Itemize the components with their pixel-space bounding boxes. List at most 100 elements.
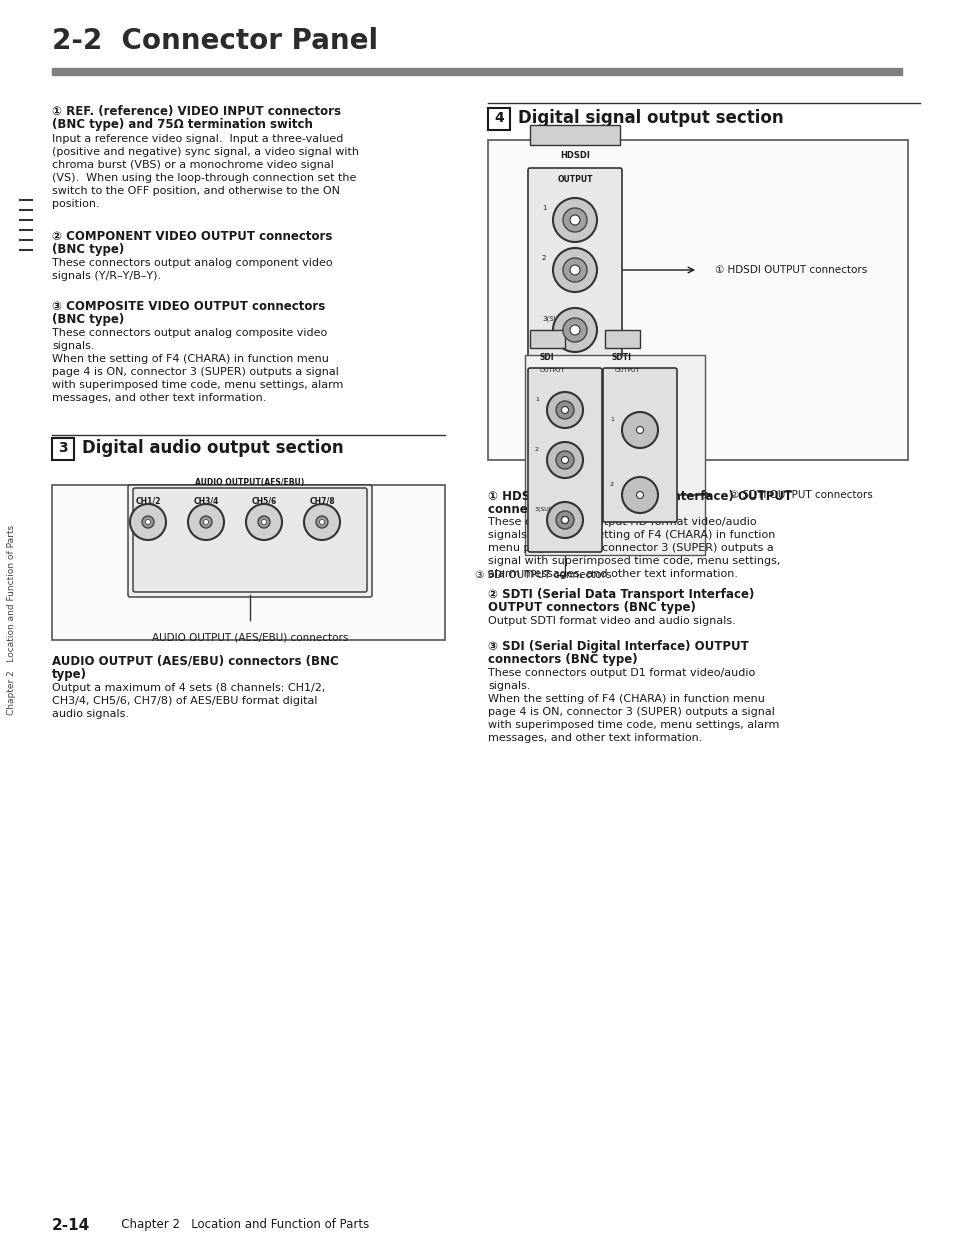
Bar [530, 330, 564, 348]
Text: CH3/4: CH3/4 [193, 496, 218, 505]
FancyBboxPatch shape [527, 368, 601, 552]
Circle shape [569, 265, 579, 275]
Text: When the setting of F4 (CHARA) in function menu: When the setting of F4 (CHARA) in functi… [488, 694, 764, 704]
Text: OUTPUT: OUTPUT [614, 368, 639, 373]
Text: alarm messages, and other text information.: alarm messages, and other text informati… [488, 569, 738, 578]
Text: (BNC type) and 75Ω termination switch: (BNC type) and 75Ω termination switch [52, 118, 313, 131]
Text: ③ COMPOSITE VIDEO OUTPUT connectors: ③ COMPOSITE VIDEO OUTPUT connectors [52, 300, 325, 313]
Circle shape [553, 248, 597, 292]
Text: ③ SDI OUTPUT connectors: ③ SDI OUTPUT connectors [475, 570, 611, 580]
Text: 1: 1 [541, 205, 546, 211]
Bar [524, 355, 704, 555]
Text: HDSDI: HDSDI [559, 151, 589, 159]
Text: Chapter 2   Location and Function of Parts: Chapter 2 Location and Function of Parts [110, 1218, 369, 1232]
Text: page 4 is ON, connector 3 (SUPER) outputs a signal: page 4 is ON, connector 3 (SUPER) output… [488, 707, 774, 717]
Text: 3(SUPER): 3(SUPER) [535, 508, 563, 513]
Circle shape [261, 520, 266, 525]
Text: Chapter 2   Location and Function of Parts: Chapter 2 Location and Function of Parts [8, 525, 16, 715]
Text: 1: 1 [609, 417, 613, 422]
Circle shape [304, 504, 339, 540]
Text: 1: 1 [535, 397, 538, 402]
Text: switch to the OFF position, and otherwise to the ON: switch to the OFF position, and otherwis… [52, 187, 339, 197]
Circle shape [246, 504, 282, 540]
Text: with superimposed time code, menu settings, alarm: with superimposed time code, menu settin… [52, 379, 343, 391]
Bar [488, 108, 510, 131]
Text: (positive and negative) sync signal, a video signal with: (positive and negative) sync signal, a v… [52, 147, 358, 157]
Text: 2: 2 [535, 447, 538, 452]
Text: 3: 3 [58, 442, 68, 455]
Circle shape [130, 504, 166, 540]
Text: messages, and other text information.: messages, and other text information. [488, 733, 701, 743]
Circle shape [546, 503, 582, 537]
Text: signals.: signals. [488, 680, 530, 690]
Circle shape [257, 516, 270, 527]
Circle shape [546, 392, 582, 428]
Text: ② SDTI OUTPUT connectors: ② SDTI OUTPUT connectors [729, 490, 872, 500]
Text: signal with superimposed time code, menu settings,: signal with superimposed time code, menu… [488, 556, 780, 566]
Circle shape [142, 516, 153, 527]
Circle shape [315, 516, 328, 527]
Text: AUDIO OUTPUT(AES/EBU): AUDIO OUTPUT(AES/EBU) [195, 478, 304, 486]
Text: These connectors output D1 format video/audio: These connectors output D1 format video/… [488, 668, 755, 678]
FancyBboxPatch shape [128, 485, 372, 597]
Text: signals (Y/R–Y/B–Y).: signals (Y/R–Y/B–Y). [52, 271, 161, 281]
Text: CH1/2: CH1/2 [135, 496, 160, 505]
Text: Output SDTI format video and audio signals.: Output SDTI format video and audio signa… [488, 616, 735, 626]
Text: ① REF. (reference) VIDEO INPUT connectors: ① REF. (reference) VIDEO INPUT connector… [52, 104, 340, 118]
Text: AUDIO OUTPUT (AES/EBU) connectors: AUDIO OUTPUT (AES/EBU) connectors [152, 632, 348, 642]
FancyBboxPatch shape [527, 168, 621, 372]
Text: signals.: signals. [52, 341, 94, 351]
Bar [52, 68, 901, 75]
Text: ① HDSDI (HD Serial Digital Interface) OUTPUT: ① HDSDI (HD Serial Digital Interface) OU… [488, 490, 791, 503]
Text: menu page 4 is ON, connector 3 (SUPER) outputs a: menu page 4 is ON, connector 3 (SUPER) o… [488, 542, 773, 554]
Circle shape [319, 520, 324, 525]
Bar [52, 438, 74, 460]
Circle shape [553, 309, 597, 352]
Text: chroma burst (VBS) or a monochrome video signal: chroma burst (VBS) or a monochrome video… [52, 160, 334, 170]
Text: type): type) [52, 668, 87, 680]
Text: Digital audio output section: Digital audio output section [82, 439, 343, 457]
Text: ② SDTI (Serial Data Transport Interface): ② SDTI (Serial Data Transport Interface) [488, 588, 754, 601]
Circle shape [561, 407, 568, 413]
Text: with superimposed time code, menu settings, alarm: with superimposed time code, menu settin… [488, 720, 779, 730]
Circle shape [562, 318, 586, 342]
Text: 2-2  Connector Panel: 2-2 Connector Panel [52, 27, 377, 55]
Text: SDTI: SDTI [612, 352, 631, 362]
Text: connectors (BNC type): connectors (BNC type) [488, 503, 637, 516]
Circle shape [561, 457, 568, 464]
Circle shape [556, 511, 574, 529]
Text: (BNC type): (BNC type) [52, 243, 124, 256]
Text: These connectors output HD format video/audio: These connectors output HD format video/… [488, 518, 756, 527]
Text: Output a maximum of 4 sets (8 channels: CH1/2,: Output a maximum of 4 sets (8 channels: … [52, 683, 325, 693]
Text: When the setting of F4 (CHARA) in function menu: When the setting of F4 (CHARA) in functi… [52, 355, 329, 364]
Text: ② COMPONENT VIDEO OUTPUT connectors: ② COMPONENT VIDEO OUTPUT connectors [52, 230, 332, 243]
Circle shape [569, 325, 579, 335]
Text: OUTPUT: OUTPUT [557, 175, 592, 184]
Text: OUTPUT connectors (BNC type): OUTPUT connectors (BNC type) [488, 601, 695, 615]
Text: position.: position. [52, 199, 99, 209]
Circle shape [569, 215, 579, 225]
Bar [530, 124, 619, 146]
Text: CH5/6: CH5/6 [251, 496, 276, 505]
Circle shape [621, 412, 658, 448]
Bar [488, 141, 907, 460]
Text: OUTPUT: OUTPUT [539, 368, 564, 373]
Text: These connectors output analog composite video: These connectors output analog composite… [52, 328, 327, 338]
Circle shape [621, 476, 658, 513]
Text: Digital signal output section: Digital signal output section [517, 109, 782, 127]
Text: 2: 2 [541, 255, 546, 261]
Bar [52, 485, 444, 639]
Circle shape [556, 452, 574, 469]
Text: These connectors output analog component video: These connectors output analog component… [52, 258, 333, 267]
Text: audio signals.: audio signals. [52, 709, 129, 719]
Text: AUDIO OUTPUT (AES/EBU) connectors (BNC: AUDIO OUTPUT (AES/EBU) connectors (BNC [52, 656, 338, 668]
Text: ③ SDI (Serial Digital Interface) OUTPUT: ③ SDI (Serial Digital Interface) OUTPUT [488, 639, 748, 653]
Text: Input a reference video signal.  Input a three-valued: Input a reference video signal. Input a … [52, 134, 343, 144]
FancyBboxPatch shape [602, 368, 677, 522]
Circle shape [188, 504, 224, 540]
Text: ① HDSDI OUTPUT connectors: ① HDSDI OUTPUT connectors [714, 265, 866, 275]
FancyBboxPatch shape [132, 488, 367, 592]
Text: 2-14: 2-14 [52, 1218, 91, 1233]
Text: 4: 4 [494, 111, 503, 124]
Circle shape [553, 198, 597, 243]
